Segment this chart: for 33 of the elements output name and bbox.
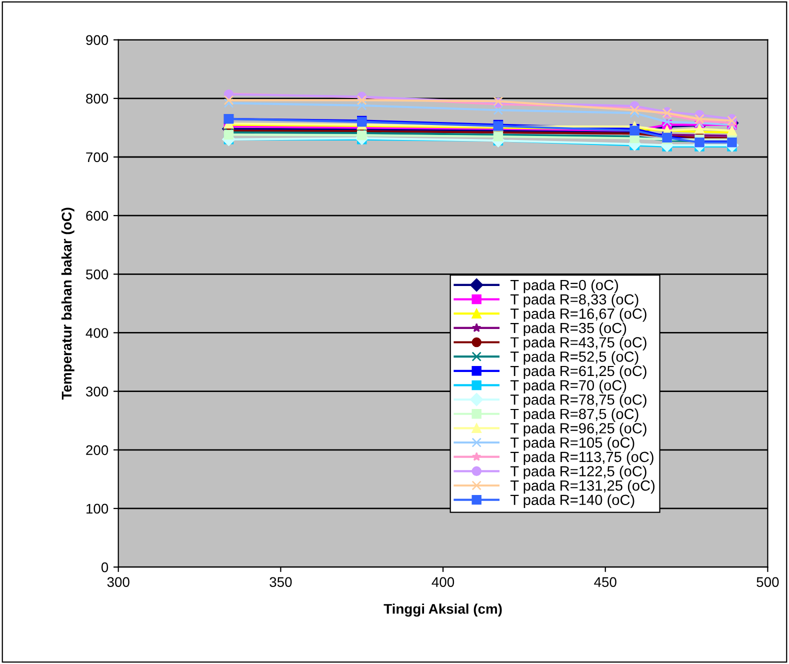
legend-label: T pada R=105 (oC) <box>510 437 634 451</box>
y-tick-label: 600 <box>86 210 108 221</box>
x-tick-label: 300 <box>107 577 130 587</box>
legend-label: T pada R=61,25 (oC) <box>510 365 646 380</box>
legend-label: T pada R=140 (oC) <box>510 494 634 508</box>
legend-label: T pada R=87,5 (oC) <box>510 408 638 422</box>
legend-label: T pada R=16,67 (oC) <box>510 308 646 322</box>
legend-label: T pada R=70 (oC) <box>510 380 626 394</box>
legend-label: T pada R=96,25 (oC) <box>510 422 646 436</box>
legend-label: T pada R=35 (oC) <box>510 322 626 336</box>
legend-label: T pada R=113,75 (oC) <box>510 451 654 465</box>
x-tick-label: 350 <box>270 577 292 587</box>
y-tick-label: 900 <box>86 35 108 46</box>
y-tick-label: 700 <box>86 152 108 162</box>
y-tick-label: 500 <box>86 269 108 280</box>
y-tick-label: 100 <box>86 504 108 514</box>
legend-label: T pada R=78,75 (oC) <box>510 394 646 408</box>
y-tick-label: 200 <box>86 445 108 456</box>
y-tick-label: 800 <box>86 94 108 104</box>
y-tick-label: 400 <box>86 328 108 338</box>
legend-label: T pada R=52,5 (oC) <box>510 351 638 365</box>
y-axis-title: Temperatur bahan bakar (oC) <box>61 208 74 400</box>
legend-label: T pada R=43,75 (oC) <box>510 336 646 350</box>
y-tick-label: 300 <box>86 386 108 396</box>
x-tick-label: 400 <box>432 577 454 587</box>
x-axis-title: Tinggi Aksial (cm) <box>384 604 502 617</box>
legend-label: T pada R=0 (oC) <box>510 279 618 294</box>
y-tick-label: 0 <box>101 562 108 572</box>
x-tick-label: 450 <box>594 577 616 587</box>
x-tick-label: 500 <box>756 577 779 587</box>
legend-label: T pada R=131,25 (oC) <box>510 480 654 494</box>
legend-label: T pada R=122,5 (oC) <box>510 466 646 480</box>
legend-label: T pada R=8,33 (oC) <box>510 294 638 308</box>
